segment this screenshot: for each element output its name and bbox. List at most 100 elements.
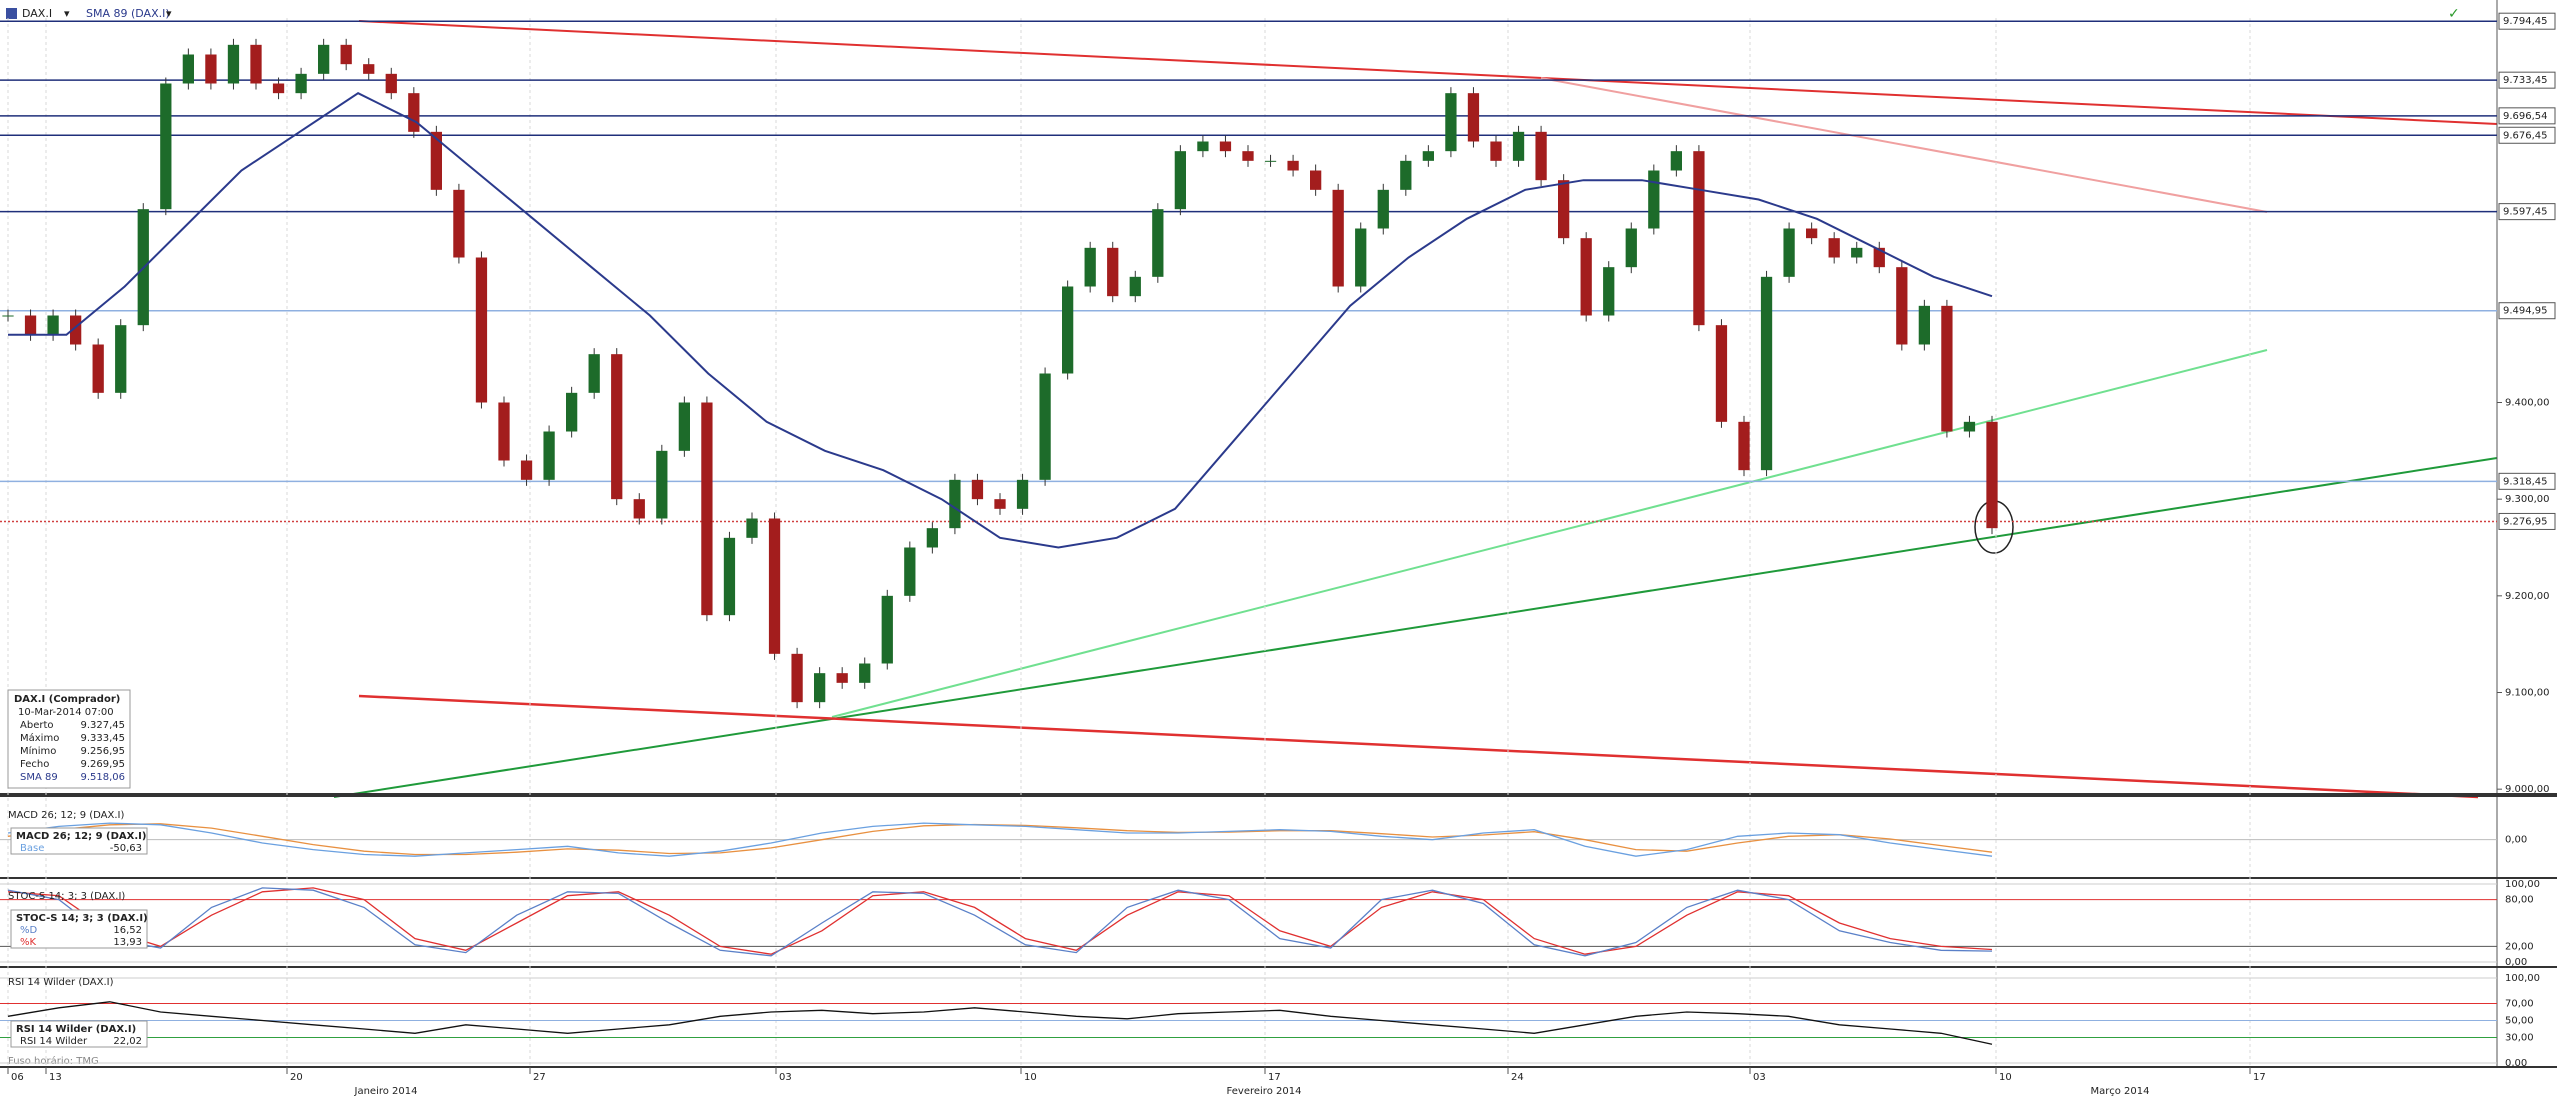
candle <box>1783 228 1795 277</box>
level-label-box <box>2498 12 2556 30</box>
candle <box>1625 228 1637 268</box>
candle <box>1377 189 1389 229</box>
x-tick-label: 06 <box>11 1072 24 1083</box>
y-tick-label: 20,00 <box>2505 941 2534 952</box>
y-tick-label: 9.300,00 <box>2505 494 2550 505</box>
legend-value: 13,93 <box>113 937 142 948</box>
info-value: 9.518,06 <box>80 772 125 783</box>
x-tick-label: 17 <box>2253 1072 2266 1083</box>
x-tick-label: 24 <box>1511 1072 1524 1083</box>
trendline <box>333 457 2498 798</box>
legend-title: RSI 14 Wilder (DAX.I) <box>16 1024 136 1035</box>
x-tick-label: 10 <box>1024 1072 1037 1083</box>
candle <box>475 257 488 403</box>
candle <box>678 402 690 451</box>
y-tick-label: 9.100,00 <box>2505 688 2550 699</box>
candle <box>971 479 984 500</box>
candle <box>836 673 848 683</box>
candle <box>1806 228 1818 239</box>
candle <box>814 673 826 703</box>
candle <box>47 315 59 335</box>
candle <box>723 537 736 616</box>
month-label: Março 2014 <box>2091 1086 2150 1097</box>
candle <box>1512 131 1525 161</box>
info-label: SMA 89 <box>20 772 58 783</box>
y-tick-label: 50,00 <box>2505 1016 2534 1027</box>
candle <box>949 479 961 529</box>
candle <box>768 518 781 654</box>
y-tick-label: 100,00 <box>2505 973 2540 984</box>
candle <box>1197 141 1209 152</box>
level-label: 9.318,45 <box>2503 476 2548 487</box>
legend-label: %D <box>20 925 38 936</box>
candle <box>2 315 14 317</box>
sma-line <box>8 92 1993 549</box>
panel-title[interactable]: RSI 14 Wilder (DAX.I) <box>8 977 114 988</box>
legend-value: 22,02 <box>113 1036 142 1047</box>
y-tick-label: 100,00 <box>2505 879 2540 890</box>
candle <box>791 653 803 703</box>
candle <box>1310 170 1322 190</box>
candle <box>1152 209 1164 277</box>
check-icon: ✓ <box>2448 6 2460 22</box>
y-tick-label: 0,00 <box>2505 957 2527 968</box>
candle <box>1467 93 1480 142</box>
trendlines <box>333 20 2498 799</box>
timezone: Fuso horário: TMG <box>8 1055 99 1067</box>
dropdown[interactable]: ▾ <box>166 7 172 20</box>
info-label: Mínimo <box>20 745 56 757</box>
candle <box>1039 373 1051 480</box>
y-tick-label: 0,00 <box>2505 835 2527 846</box>
candle <box>1896 267 1908 345</box>
candle <box>1084 247 1096 287</box>
candle <box>1558 180 1570 239</box>
candle <box>1603 267 1615 316</box>
candle <box>1107 247 1119 297</box>
candle <box>611 354 623 500</box>
x-tick-label: 10 <box>1999 1072 2012 1083</box>
candle <box>1715 325 1728 422</box>
level-label-box <box>2498 302 2556 320</box>
month-label: Janeiro 2014 <box>354 1086 418 1097</box>
candle <box>904 547 916 596</box>
trendline <box>831 349 2268 718</box>
candle <box>1738 421 1750 471</box>
panel-title[interactable]: STOC-S 14; 3; 3 (DAX.I) <box>8 891 125 902</box>
legend-label: Base <box>20 843 44 854</box>
level-label-box <box>2498 472 2556 490</box>
candle <box>1422 151 1434 161</box>
candle <box>498 402 510 461</box>
month-label: Fevereiro 2014 <box>1227 1086 1302 1097</box>
candle <box>1828 238 1840 258</box>
indicator-line <box>7 887 1993 957</box>
info-label: Aberto <box>20 720 54 731</box>
legend-box <box>10 909 148 949</box>
candle <box>1400 160 1412 190</box>
trendline <box>1540 77 2268 213</box>
candle <box>1355 228 1367 287</box>
candle <box>1963 421 1976 432</box>
legend-label: RSI 14 Wilder <box>20 1036 88 1047</box>
x-tick-label: 03 <box>1753 1072 1766 1083</box>
y-tick-label: 9.200,00 <box>2505 591 2550 602</box>
level-label-box <box>2498 71 2556 89</box>
level-label: 9.494,95 <box>2503 306 2548 317</box>
info-value: 9.256,95 <box>80 746 125 757</box>
legend-box <box>10 1020 148 1048</box>
indicator-label[interactable]: SMA 89 (DAX.I) <box>86 7 170 20</box>
candle <box>385 73 397 94</box>
dropdown[interactable]: ▾ <box>64 7 70 20</box>
panel-title[interactable]: MACD 26; 12; 9 (DAX.I) <box>8 810 124 821</box>
level-label-box <box>2498 126 2556 144</box>
candle <box>746 518 758 538</box>
y-tick-label: 0,00 <box>2505 1058 2527 1069</box>
y-tick-label: 9.000,00 <box>2505 784 2550 795</box>
candle <box>160 83 172 210</box>
candle <box>272 83 285 94</box>
y-tick-label: 30,00 <box>2505 1033 2534 1044</box>
candle <box>881 595 893 664</box>
x-tick-label: 17 <box>1268 1072 1281 1083</box>
candle <box>1174 151 1186 210</box>
